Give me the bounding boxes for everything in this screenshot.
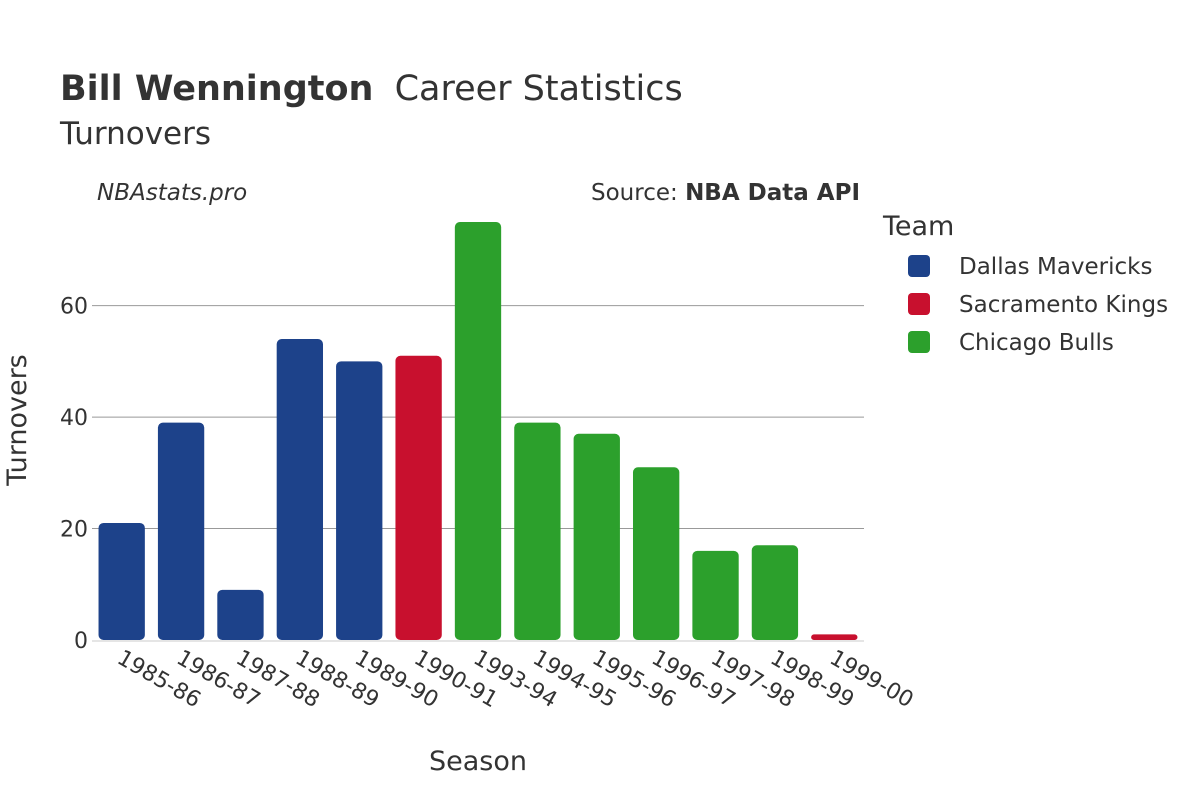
- legend-label[interactable]: Dallas Mavericks: [959, 254, 1152, 280]
- bar-1996-97[interactable]: [632, 467, 680, 640]
- bar-1986-87[interactable]: [157, 422, 205, 640]
- y-tick-label: 0: [74, 629, 88, 654]
- bar-1989-90[interactable]: [336, 361, 383, 640]
- bar-1998-99[interactable]: [751, 545, 799, 640]
- legend-label[interactable]: Sacramento Kings: [959, 292, 1168, 318]
- y-tick-label: 20: [60, 518, 88, 543]
- credit-right-prefix: Source:: [591, 180, 685, 206]
- legend-swatch[interactable]: [908, 331, 930, 353]
- bar-1995-96[interactable]: [573, 433, 620, 640]
- bar-layer: [98, 222, 858, 640]
- legend-swatch[interactable]: [908, 255, 930, 277]
- legend-title: Team: [882, 211, 954, 242]
- legend-swatch[interactable]: [908, 293, 930, 315]
- chart-title-rest: Career Statistics: [395, 69, 683, 109]
- bar-1994-95[interactable]: [514, 422, 561, 640]
- y-tick-label: 60: [60, 295, 88, 320]
- x-tick-labels: 1985-861986-871987-881988-891989-901990-…: [113, 646, 918, 714]
- bar-1988-89[interactable]: [276, 339, 324, 640]
- chart-title-bold: Bill Wennington: [60, 69, 373, 109]
- bar-1987-88[interactable]: [217, 589, 264, 640]
- legend-label[interactable]: Chicago Bulls: [959, 330, 1114, 356]
- credit-right-bold: NBA Data API: [685, 180, 860, 206]
- chart-title: Bill Wennington Career Statistics: [60, 69, 683, 109]
- y-tick-labels: 0 20 40 60: [60, 295, 88, 654]
- bar-1993-94[interactable]: [454, 222, 502, 640]
- x-axis-title: Season: [429, 746, 527, 777]
- credit-right: Source: NBA Data API: [591, 180, 860, 206]
- y-tick-label: 40: [60, 406, 88, 431]
- bar-1999-00[interactable]: [811, 634, 858, 640]
- credit-left: NBAstats.pro: [97, 180, 247, 206]
- bar-1990-91[interactable]: [395, 355, 442, 640]
- y-axis-title: Turnovers: [2, 354, 33, 487]
- chart-subtitle: Turnovers: [59, 116, 211, 152]
- legend: Team Dallas Mavericks Sacramento Kings Chi…: [882, 211, 1168, 356]
- bar-1985-86[interactable]: [98, 522, 145, 640]
- bar-1997-98[interactable]: [692, 550, 739, 640]
